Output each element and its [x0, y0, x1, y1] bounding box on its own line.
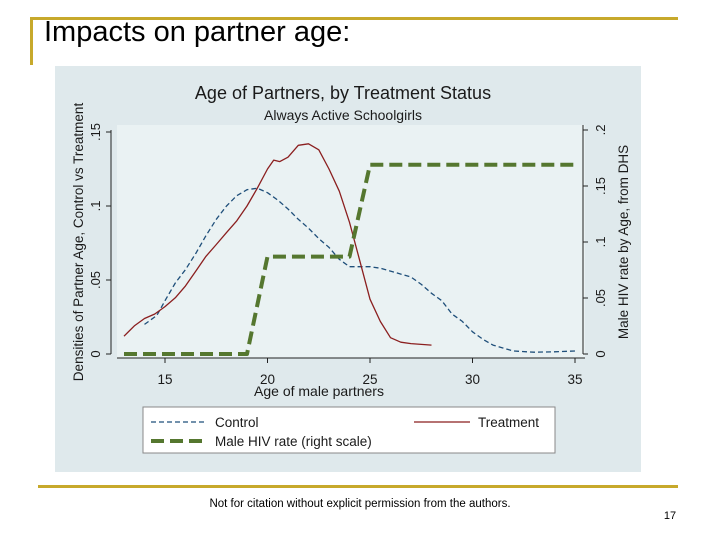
legend: Control Treatment Male HIV rate (right s…	[142, 406, 556, 454]
y-tick-label-right: .15	[593, 177, 608, 195]
title-rule-left	[30, 17, 33, 65]
y-tick-label-right: .2	[593, 125, 608, 136]
x-ticks: 15 20 25 30 35	[157, 358, 583, 387]
x-axis-label: Age of male partners	[254, 383, 384, 399]
chart-title: Age of Partners, by Treatment Status	[195, 83, 491, 103]
y-axis-label-left: Densities of Partner Age, Control vs Tre…	[71, 103, 86, 382]
plot-region	[117, 125, 585, 358]
chart-subtitle: Always Active Schoolgirls	[264, 107, 422, 123]
series-control-line	[144, 187, 576, 353]
y-ticks-left: 0 .05 .1 .15	[88, 123, 111, 358]
y-tick-label-left: 0	[88, 350, 103, 357]
y-tick-label-left: .15	[88, 123, 103, 141]
y-tick-label-left: .05	[88, 271, 103, 289]
chart-panel: Age of Partners, by Treatment Status Alw…	[55, 66, 641, 472]
footer-rule	[38, 485, 678, 488]
y-tick-label-right: .05	[593, 289, 608, 307]
y-tick-label-right: 0	[593, 350, 608, 357]
y-axis-label-right: Male HIV rate by Age, from DHS	[616, 145, 631, 339]
page-number: 17	[663, 510, 677, 522]
y-ticks-right: 0 .05 .1 .15 .2	[583, 125, 608, 358]
legend-label-treatment: Treatment	[478, 415, 539, 430]
series-hiv-line	[124, 162, 575, 356]
legend-label-control: Control	[215, 415, 259, 430]
legend-label-hiv: Male HIV rate (right scale)	[215, 434, 372, 449]
y-tick-label-left: .1	[88, 201, 103, 212]
x-tick-label: 30	[465, 372, 480, 387]
x-tick-label: 20	[260, 372, 275, 387]
footer-note: Not for citation without explicit permis…	[209, 498, 511, 510]
x-tick-label: 15	[157, 372, 172, 387]
legend-box	[142, 406, 556, 454]
series-layer	[123, 143, 576, 356]
x-tick-label: 25	[362, 372, 377, 387]
title-rule-top	[30, 17, 678, 20]
y-tick-label-right: .1	[593, 237, 608, 248]
x-tick-label: 35	[567, 372, 582, 387]
series-treatment-line	[123, 143, 432, 346]
slide-title: Impacts on partner age:	[44, 16, 351, 48]
